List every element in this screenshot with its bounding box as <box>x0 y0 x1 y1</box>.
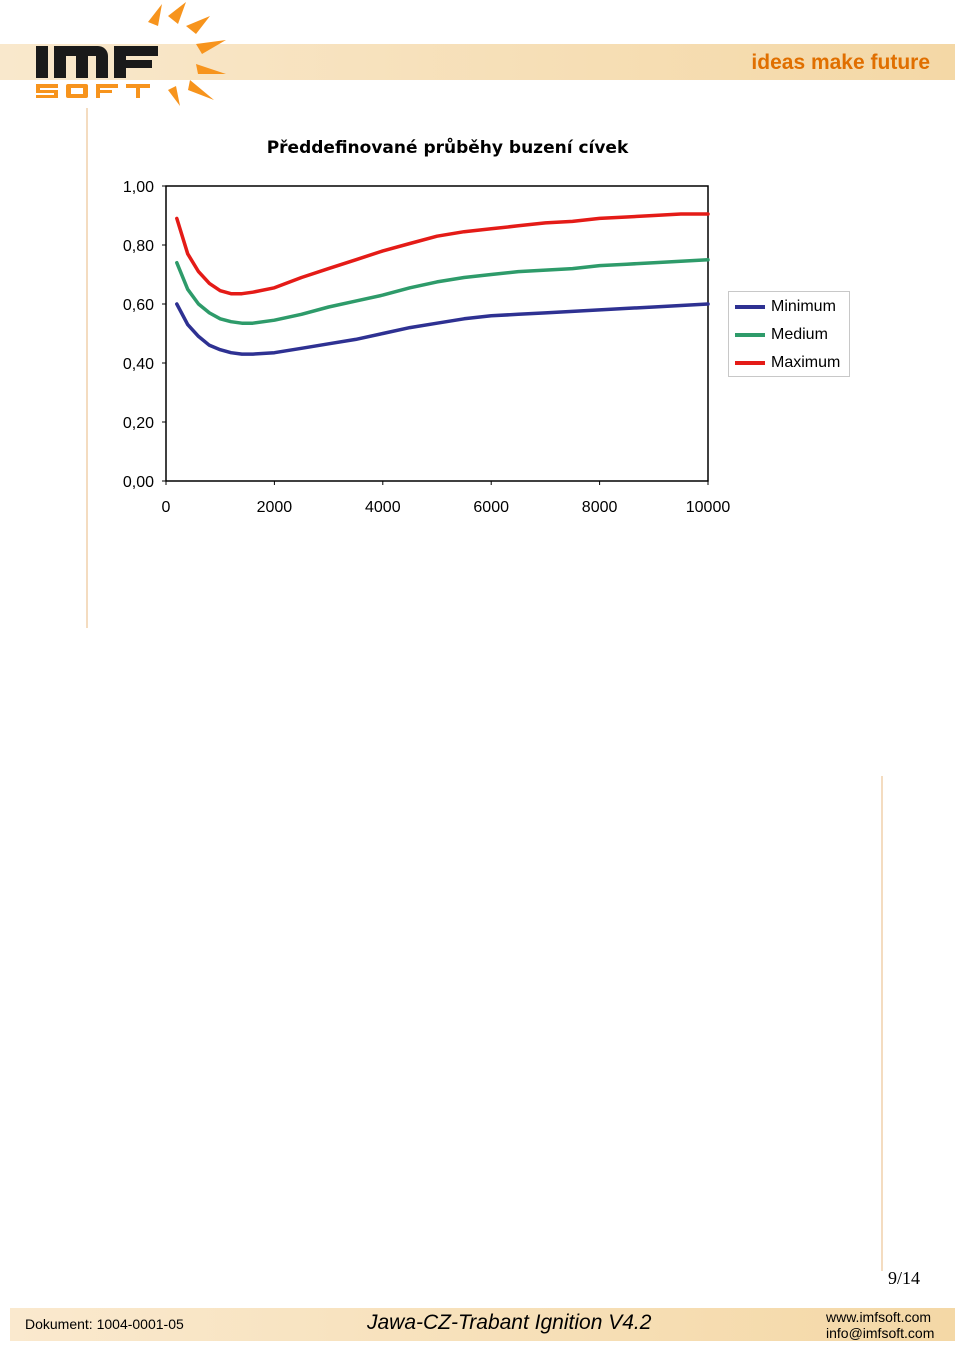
tagline: ideas make future <box>751 51 930 74</box>
footer-band <box>10 1308 955 1341</box>
x-tick-label: 4000 <box>365 499 401 516</box>
page-number: 9/14 <box>888 1268 921 1288</box>
series-line-maximum <box>175 212 710 296</box>
chart-title: Předdefinované průběhy buzení cívek <box>266 138 629 158</box>
right-margin-rule <box>881 776 883 1271</box>
legend-swatch-maximum <box>735 361 765 365</box>
left-margin-rule <box>86 108 88 628</box>
footer-document-id: Dokument: 1004-0001-05 <box>25 1316 184 1332</box>
footer-email-link[interactable]: info@imfsoft.com <box>826 1325 935 1341</box>
legend-swatch-medium <box>735 333 765 337</box>
x-tick-label: 8000 <box>582 499 618 516</box>
x-tick-label: 2000 <box>257 499 293 516</box>
plot-area-frame <box>165 185 709 482</box>
legend-item-minimum: Minimum <box>735 297 836 317</box>
y-tick-label: 0,80 <box>123 238 154 255</box>
series-line-medium <box>175 258 710 325</box>
legend-label-maximum: Maximum <box>771 354 841 371</box>
legend-item-maximum: Maximum <box>735 353 840 373</box>
y-tick-label: 1,00 <box>123 179 154 196</box>
y-tick-label: 0,60 <box>123 297 154 314</box>
legend-label-medium: Medium <box>771 326 828 343</box>
y-tick-label: 0,40 <box>123 356 154 373</box>
legend-swatch-minimum <box>735 305 765 309</box>
legend-item-medium: Medium <box>735 325 828 345</box>
x-tick-label: 0 <box>162 499 171 516</box>
x-tick-label: 6000 <box>473 499 509 516</box>
footer-website-link[interactable]: www.imfsoft.com <box>826 1309 932 1325</box>
coil-excitation-chart: 0,00 0,20 0,40 0,60 0,80 1,00 0 2000 4000 6000 800… <box>123 179 731 516</box>
x-tick-label: 10000 <box>686 499 731 516</box>
legend-label-minimum: Minimum <box>771 298 836 315</box>
footer-product-title: Jawa-CZ-Trabant Ignition V4.2 <box>367 1311 652 1334</box>
imf-soft-logo <box>36 2 226 106</box>
chart-legend: Minimum Medium Maximum <box>728 291 850 377</box>
header-band <box>0 44 955 80</box>
y-tick-label: 0,20 <box>123 415 154 432</box>
series-line-minimum <box>175 302 710 356</box>
y-tick-label: 0,00 <box>123 474 154 491</box>
